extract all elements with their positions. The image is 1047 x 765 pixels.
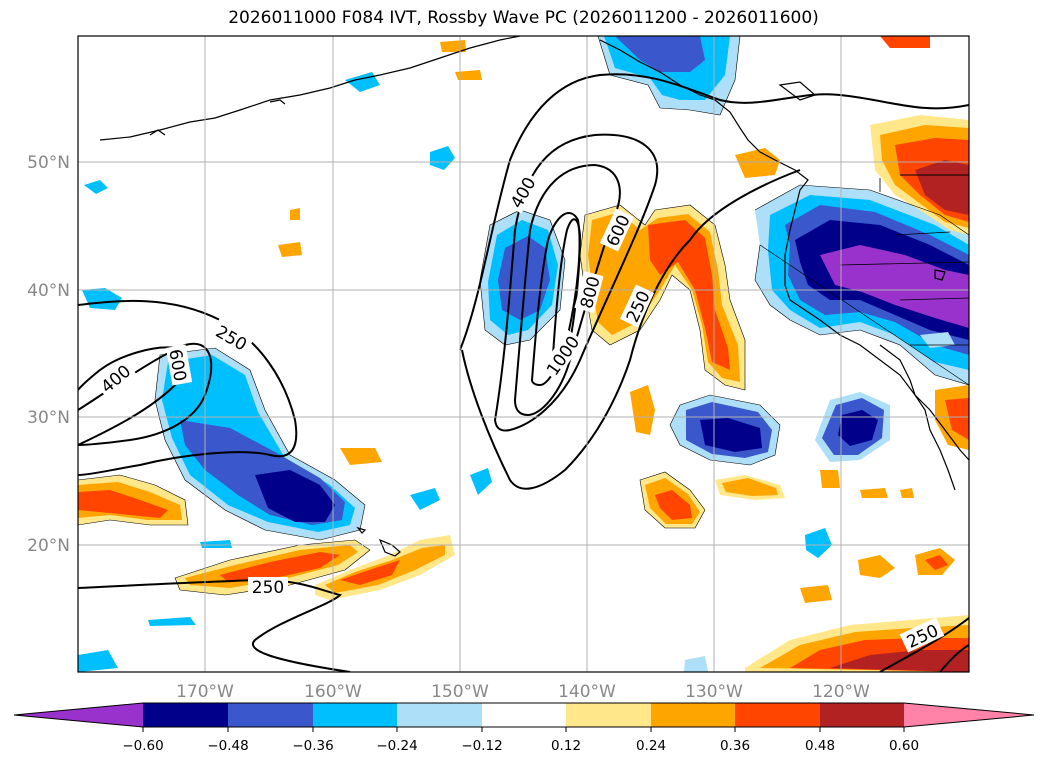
colorbar-tick-label: −0.36 xyxy=(292,738,333,754)
gridlines xyxy=(78,36,969,672)
colorbar-segment xyxy=(143,703,228,727)
colorbar-segment xyxy=(228,703,313,727)
lat-label: 20°N xyxy=(27,536,70,556)
colorbar-tick-label: −0.24 xyxy=(376,738,417,754)
colorbar-tick-label: −0.48 xyxy=(207,738,248,754)
lon-label: 150°W xyxy=(431,682,489,702)
lat-label: 30°N xyxy=(27,408,70,428)
lon-label: 130°W xyxy=(685,682,743,702)
colorbar-tick-label: 0.24 xyxy=(636,738,666,754)
colorbar-ticks xyxy=(142,727,905,732)
lon-label: 120°W xyxy=(812,682,870,702)
colorbar-tick-label: 0.48 xyxy=(805,738,835,754)
colorbar-extend-right xyxy=(904,703,1034,727)
colorbar-tick-label: −0.60 xyxy=(122,738,163,754)
colorbar: −0.60 −0.48 −0.36 −0.24 −0.12 0.12 0.24 … xyxy=(13,702,1035,754)
colorbar-tick-label: 0.12 xyxy=(551,738,581,754)
coastlines xyxy=(99,36,969,557)
negative-anomaly-fields xyxy=(78,36,969,672)
positive-anomaly-fields xyxy=(78,36,969,672)
colorbar-segment xyxy=(397,703,482,727)
anomaly-outlines xyxy=(78,36,969,596)
colorbar-segment xyxy=(313,703,397,727)
map-title: 2026011000 F084 IVT, Rossby Wave PC (202… xyxy=(228,8,819,28)
colorbar-tick-label: 0.60 xyxy=(889,738,919,754)
colorbar-segment xyxy=(566,703,651,727)
map-frame xyxy=(77,35,970,673)
colorbar-tick-label: 0.36 xyxy=(720,738,750,754)
colorbar-tick-label: −0.12 xyxy=(461,738,502,754)
colorbar-extend-left xyxy=(14,703,143,727)
lon-label: 160°W xyxy=(304,682,362,702)
contour-label-250: 250 xyxy=(252,578,284,598)
lon-label: 140°W xyxy=(558,682,616,702)
lat-label: 40°N xyxy=(27,281,70,301)
longitude-labels: 170°W 160°W 150°W 140°W 130°W 120°W xyxy=(176,682,870,702)
colorbar-segment xyxy=(735,703,820,727)
colorbar-segment xyxy=(820,703,904,727)
lat-label: 50°N xyxy=(27,153,70,173)
lon-label: 170°W xyxy=(176,682,234,702)
colorbar-segment xyxy=(482,703,566,727)
latitude-labels: 50°N 40°N 30°N 20°N xyxy=(27,153,70,556)
colorbar-segment xyxy=(651,703,735,727)
